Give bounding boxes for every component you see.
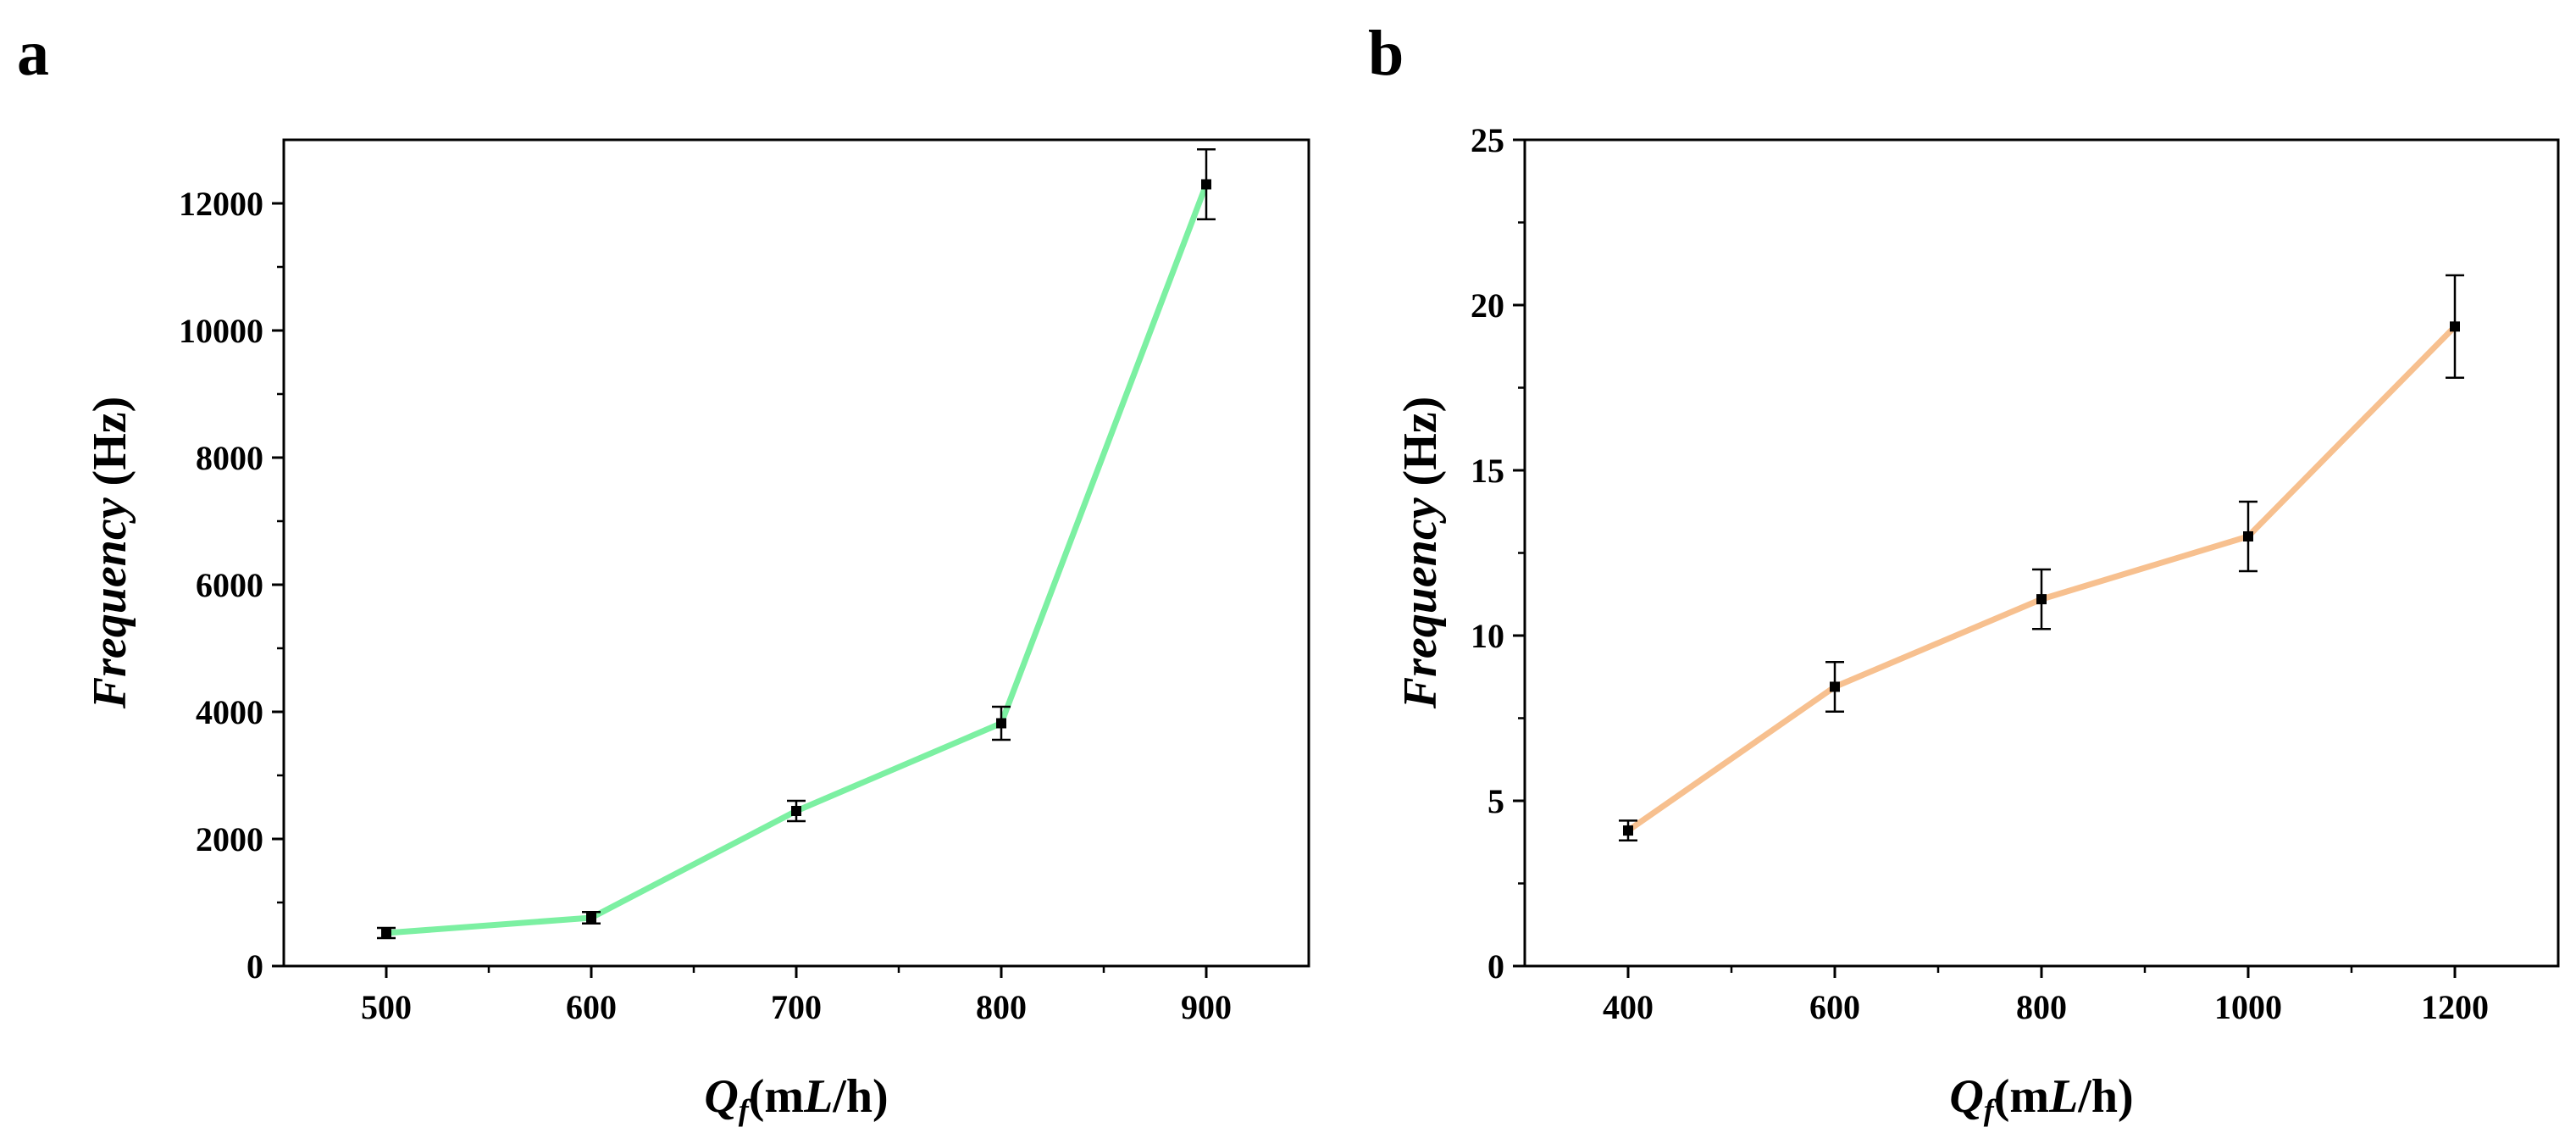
panel-a-data-point <box>586 913 596 923</box>
panel-a-ticks: 500 600 700 800 900 0 2000 4000 6000 8000 10000 120… <box>179 185 1232 1026</box>
panel-b-data-point <box>1830 681 1840 692</box>
panel-a-data-point <box>996 718 1006 729</box>
panel-b-plot-frame <box>1523 138 2560 968</box>
panel-a-x-tick-label: 800 <box>976 988 1027 1026</box>
panel-b-x-tick-label: 800 <box>2016 988 2067 1026</box>
panel-b-x-tick-label: 1200 <box>2421 988 2489 1026</box>
panel-b-data-point <box>1623 825 1633 836</box>
panel-b-x-tick-label: 1000 <box>2214 988 2282 1026</box>
panel-b-y-axis-title: Frequency (Hz) <box>1394 397 1447 710</box>
panel-b-xlabel-subscript: f <box>1984 1093 1997 1127</box>
panel-b-label: b <box>1368 18 1404 89</box>
panel-b-data-point <box>2036 594 2047 605</box>
panel-a-y-tick-label: 4000 <box>196 693 263 731</box>
panel-a-x-axis-title: Qf(mL/h) <box>704 1070 888 1127</box>
panel-a-x-tick-label: 600 <box>566 988 617 1026</box>
panel-a-y-tick-label: 10000 <box>179 312 263 350</box>
panel-b-y-tick-label: 25 <box>1471 121 1504 159</box>
panel-b-data-point <box>2243 531 2253 541</box>
panel-b-xlabel-unit-prefix: (m <box>1994 1070 2049 1123</box>
panel-a-y-tick-label: 2000 <box>196 820 263 858</box>
panel-b-y-tick-label: 15 <box>1471 452 1504 490</box>
panel-b-y-tick-label: 5 <box>1487 782 1504 820</box>
panel-a-ylabel-unit: (Hz) <box>84 397 136 486</box>
panel-a-y-tick-label: 8000 <box>196 439 263 477</box>
panel-a-xlabel-unit-italic: L <box>803 1070 833 1123</box>
panel-a-xlabel-subscript: f <box>739 1093 751 1127</box>
panel-a-x-tick-label: 900 <box>1181 988 1232 1026</box>
panel-a-y-tick-label: 12000 <box>179 185 263 223</box>
panel-a-y-axis-title: Frequency (Hz) <box>84 397 136 710</box>
panel-b-x-tick-label: 400 <box>1603 988 1654 1026</box>
panel-b-xlabel-symbol: Q <box>1949 1070 1983 1123</box>
panel-b-ylabel-unit: (Hz) <box>1394 397 1447 486</box>
panel-a-x-tick-label: 500 <box>361 988 412 1026</box>
panel-b-y-tick-label: 0 <box>1487 947 1504 986</box>
panel-b-ylabel-italic: Frequency <box>1394 497 1447 709</box>
panel-b: b 400 600 800 1000 1200 0 5 10 15 20 25 Frequency … <box>1368 18 2560 1127</box>
panel-b-x-tick-label: 600 <box>1809 988 1860 1026</box>
panel-a-x-tick-label: 700 <box>771 988 822 1026</box>
panel-a-y-tick-label: 0 <box>247 947 263 986</box>
panel-a-marks <box>377 148 1216 940</box>
panel-b-y-tick-label: 10 <box>1471 617 1504 655</box>
panel-a-ylabel-italic: Frequency <box>84 497 136 709</box>
panel-a-y-tick-label: 6000 <box>196 566 263 604</box>
panel-b-xlabel-unit-suffix: /h) <box>2077 1070 2133 1123</box>
panel-a-xlabel-unit-suffix: /h) <box>832 1070 888 1123</box>
panel-a-data-point <box>791 806 801 816</box>
panel-a: a 500 600 700 800 900 0 2000 4000 6000 8000 10000 1… <box>17 18 1310 1127</box>
panel-b-marks <box>1619 274 2464 842</box>
panel-b-ticks: 400 600 800 1000 1200 0 5 10 15 20 25 <box>1471 121 2489 1026</box>
panel-a-plot-frame <box>282 138 1310 968</box>
panel-b-data-point <box>2450 321 2460 332</box>
panel-b-x-axis-title: Qf(mL/h) <box>1949 1070 2133 1127</box>
panel-a-label: a <box>17 18 49 89</box>
panel-a-data-point <box>381 928 391 938</box>
panel-a-xlabel-unit-prefix: (m <box>749 1070 804 1123</box>
panel-a-data-point <box>1201 179 1211 190</box>
panel-b-y-tick-label: 20 <box>1471 286 1504 325</box>
panel-b-xlabel-unit-italic: L <box>2048 1070 2078 1123</box>
panel-a-xlabel-symbol: Q <box>704 1070 738 1123</box>
